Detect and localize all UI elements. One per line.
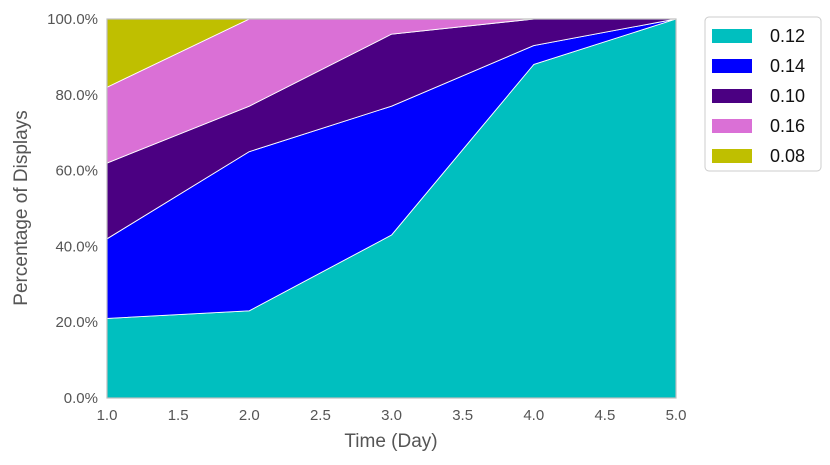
legend-label: 0.16 [770,116,805,136]
legend-swatch [712,149,752,163]
y-tick-label: 80.0% [55,87,98,104]
legend-label: 0.10 [770,86,805,106]
legend-label: 0.14 [770,56,805,76]
legend-swatch [712,119,752,133]
legend-label: 0.08 [770,146,805,166]
x-tick-label: 4.0 [523,407,544,424]
x-tick-label: 2.5 [310,407,331,424]
x-tick-label: 1.5 [168,407,189,424]
x-tick-label: 1.0 [97,407,118,424]
y-tick-label: 60.0% [55,163,98,180]
x-axis-ticks: 1.0 1.5 2.0 2.5 3.0 3.5 4.0 4.5 5.0 [97,407,687,424]
y-tick-label: 40.0% [55,238,98,255]
legend-label: 0.12 [770,26,805,46]
legend: 0.12 0.14 0.10 0.16 0.08 [704,16,822,172]
y-tick-label: 20.0% [55,314,98,331]
area-series-group [106,18,677,399]
y-axis-ticks: 0.0% 20.0% 40.0% 60.0% 80.0% 100.0% [47,11,98,407]
x-tick-label: 2.0 [239,407,260,424]
y-tick-label: 100.0% [47,11,98,28]
x-tick-label: 4.5 [594,407,615,424]
y-axis-title: Percentage of Displays [11,110,32,305]
x-tick-label: 5.0 [666,407,687,424]
legend-swatch [712,59,752,73]
plot-frame [106,18,677,399]
x-tick-label: 3.5 [452,407,473,424]
y-tick-label: 0.0% [64,390,98,407]
legend-swatch [712,29,752,43]
legend-swatch [712,89,752,103]
x-tick-label: 3.0 [381,407,402,424]
x-axis-title: Time (Day) [344,431,437,452]
